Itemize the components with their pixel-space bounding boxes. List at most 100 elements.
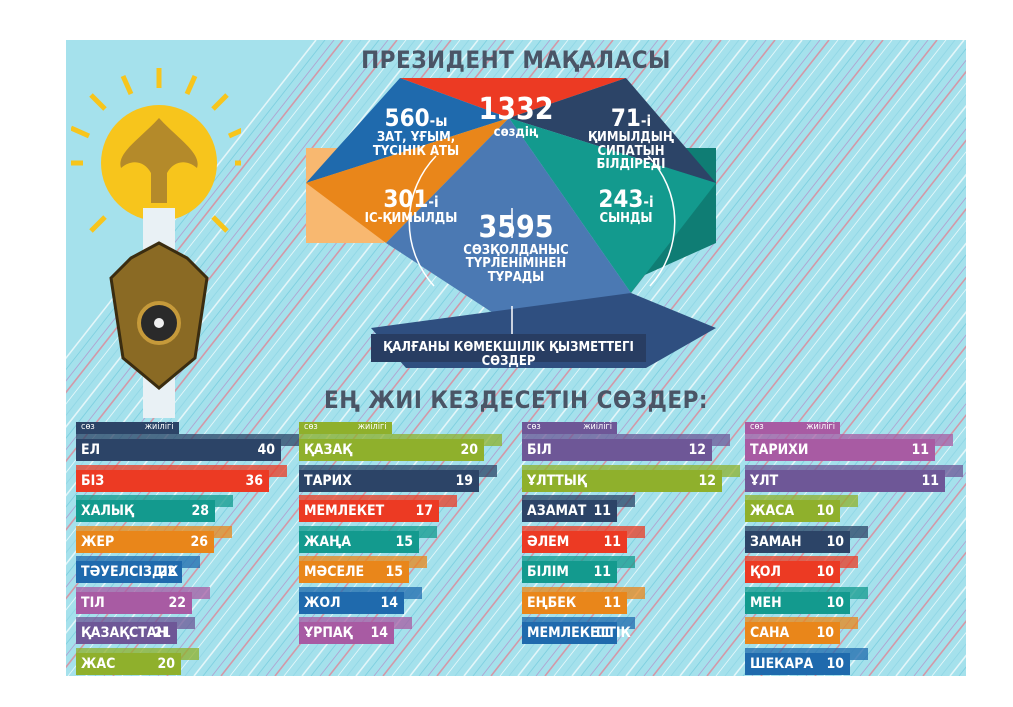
frequency-value: 11 <box>921 472 939 489</box>
bar-fill <box>76 469 269 492</box>
bar-fill <box>745 500 840 522</box>
frequency-value: 17 <box>415 503 433 519</box>
word-label: ЕҢБЕК <box>527 594 577 611</box>
word-label: ҰРПАҚ <box>304 625 353 641</box>
bar-fill <box>522 500 617 522</box>
background-stripe <box>850 528 966 676</box>
infographic-poster: ПРЕЗИДЕНТ МАҚАЛАСЫ 1332 сөздің 560-ы ЗАТ… <box>66 40 966 676</box>
adjectives-suffix: -і <box>643 193 654 211</box>
bar-fill <box>76 439 281 461</box>
header-word-label: сөз <box>81 422 95 432</box>
frequency-value: 14 <box>370 625 388 641</box>
nouns-number: 560 <box>384 104 430 132</box>
background-stripe <box>598 207 966 676</box>
word-label: ТӘУЕЛСІЗДІК <box>81 564 179 580</box>
background-stripe <box>589 196 966 676</box>
word-label: ШЕКАРА <box>750 655 814 672</box>
frequency-value: 11 <box>593 564 611 580</box>
frequency-value: 21 <box>153 625 171 641</box>
nouns-label-2: ТҮСІНІК АТЫ <box>372 143 460 159</box>
actions-block: 71-і ҚИМЫЛДЫҢ СИПАТЫН БІЛДІРЕДІ <box>566 104 696 173</box>
frequency-value: 11 <box>593 625 611 641</box>
bar-fill <box>522 561 617 583</box>
bar-fill <box>299 439 484 461</box>
background-stripe <box>66 40 326 371</box>
bar-fill <box>745 652 850 675</box>
frequency-value: 10 <box>816 503 834 519</box>
actions-label-2: СИПАТЫН БІЛДІРЕДІ <box>596 143 666 173</box>
background-stripe <box>66 40 344 394</box>
actions-label-1: ҚИМЫЛДЫҢ <box>587 130 675 146</box>
actions-number: 71 <box>610 104 641 132</box>
background-stripe <box>607 219 966 676</box>
table-header: сөз жиілігі <box>76 422 179 434</box>
background-stripe <box>760 413 966 676</box>
frequency-value: 10 <box>816 564 834 580</box>
frequency-value: 22 <box>168 594 186 611</box>
word-forms-number: 3595 <box>478 210 554 245</box>
background-stripe <box>877 563 966 676</box>
bar-fill <box>299 469 479 492</box>
header-word-label: сөз <box>304 422 318 432</box>
background-stripe <box>796 460 966 676</box>
word-label: ҚОЛ <box>750 564 781 580</box>
background-stripe <box>913 609 966 676</box>
frequency-value: 19 <box>455 472 473 489</box>
frequency-value: 10 <box>816 625 834 641</box>
background-stripe <box>769 425 966 676</box>
frequency-value: 11 <box>593 503 611 519</box>
frequency-value: 15 <box>395 533 413 550</box>
frequency-title: ЕҢ ЖИІ КЕЗДЕСЕТІН СӨЗДЕР: <box>323 386 709 414</box>
bar-fill <box>745 561 840 583</box>
background-stripe <box>616 231 966 676</box>
word-label: ӘЛЕМ <box>527 533 570 550</box>
total-words-number: 1332 <box>478 92 554 127</box>
nouns-suffix: -ы <box>429 112 448 130</box>
frequency-value: 10 <box>826 533 844 550</box>
background-stripe <box>418 40 920 676</box>
word-label: МӘСЕЛЕ <box>304 564 365 580</box>
bar-fill <box>522 469 722 492</box>
background-stripe <box>841 516 966 676</box>
background-stripe <box>544 139 966 676</box>
frequency-value: 11 <box>911 442 929 458</box>
bar-fill <box>745 622 840 644</box>
bar-fill <box>299 622 394 644</box>
bar-fill <box>299 591 404 614</box>
word-label: ЗАМАН <box>750 533 802 550</box>
background-stripe <box>535 128 966 676</box>
total-words-block: 1332 сөздің <box>466 94 566 139</box>
background-stripe <box>66 40 335 382</box>
word-label: МЕМЛЕКЕТ <box>304 503 385 519</box>
word-label: МЕМЛЕКЕТТІК <box>527 625 631 641</box>
word-label: БІЛ <box>527 442 552 458</box>
bar-fill <box>522 622 617 644</box>
background-stripe <box>832 506 966 676</box>
word-label: ҰЛТ <box>750 472 779 489</box>
header-word-label: сөз <box>750 422 764 432</box>
background-stripe <box>859 540 966 676</box>
nouns-label-1: ЗАТ, ҰҒЫМ, <box>376 130 456 146</box>
word-label: БІЛІМ <box>527 564 569 580</box>
background-stripe <box>805 471 966 676</box>
background-stripe <box>571 173 966 676</box>
frequency-value: 10 <box>826 655 844 672</box>
frequency-value: 15 <box>385 564 403 580</box>
table-header: сөз жиілігі <box>522 422 617 434</box>
bar-fill <box>745 530 850 553</box>
background-stripe <box>625 242 966 676</box>
background-stripe <box>436 40 938 676</box>
background-stripe <box>66 40 317 360</box>
word-label: ЖАСА <box>750 503 795 519</box>
word-label: БІЗ <box>81 472 105 489</box>
word-forms-label-3: ТҰРАДЫ <box>487 269 545 285</box>
background-stripe <box>562 162 966 676</box>
bar-fill <box>745 591 850 614</box>
word-forms-block: 3595 СӨЗҚОЛДАНЫС ТҮРЛЕНІМІНЕН ТҰРАДЫ <box>451 212 581 284</box>
bar-fill <box>76 500 215 522</box>
background-stripe <box>634 254 966 676</box>
bar-fill <box>522 591 627 614</box>
eagle-icon <box>120 118 198 203</box>
background-stripe <box>868 551 966 676</box>
adjectives-block: 243-і СЫНДЫ <box>586 186 666 226</box>
